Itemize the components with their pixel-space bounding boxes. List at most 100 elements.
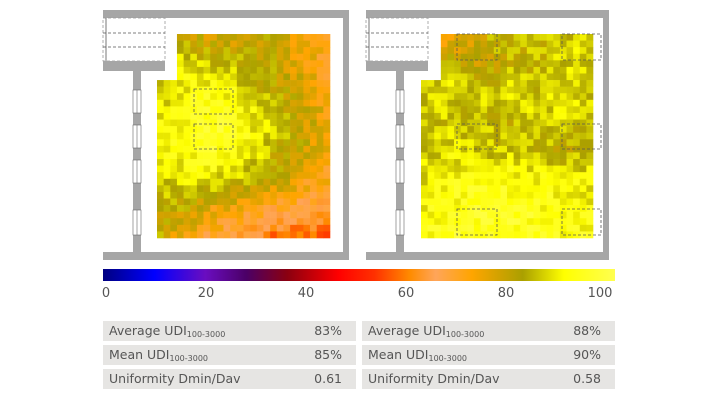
heatmap-cell: [323, 205, 331, 212]
heatmap-cell: [473, 66, 481, 74]
heatmap-cell: [250, 211, 258, 219]
heatmap-cell: [283, 119, 291, 127]
heatmap-cell: [163, 185, 171, 193]
heatmap-cell: [440, 80, 448, 87]
heatmap-cell: [250, 112, 258, 120]
heatmap-cell: [230, 119, 238, 127]
heatmap-cell: [513, 60, 521, 68]
heatmap-cell: [540, 53, 547, 61]
heatmap-cell: [190, 139, 198, 147]
heatmap-cell: [250, 66, 258, 74]
heatmap-cell: [310, 40, 317, 48]
heatmap-cell: [480, 139, 488, 147]
heatmap-cell: [323, 106, 331, 114]
heatmap-cell: [566, 165, 574, 173]
heatmap-cell: [440, 211, 448, 219]
heatmap-cell: [493, 185, 501, 193]
heatmap-cell: [250, 40, 258, 48]
heatmap-cell: [236, 185, 244, 193]
heatmap-cell: [310, 53, 317, 61]
heatmap-cell: [163, 211, 171, 219]
heatmap-cell: [196, 99, 204, 107]
heatmap-cell: [480, 99, 488, 107]
heatmap-cell: [513, 224, 521, 232]
heatmap-cell: [230, 106, 238, 114]
heatmap-cell: [447, 112, 455, 120]
heatmap-cell: [303, 126, 311, 134]
heatmap-cell: [533, 119, 541, 127]
heatmap-cell: [546, 231, 554, 239]
heatmap-cell: [236, 119, 244, 127]
heatmap-cell: [183, 99, 191, 107]
heatmap-cell: [421, 165, 428, 173]
heatmap-cell: [540, 145, 547, 153]
heatmap-cell: [573, 47, 581, 55]
heatmap-cell: [210, 139, 218, 147]
heatmap-cell: [493, 159, 501, 166]
heatmap-cell: [223, 139, 231, 147]
heatmap-cell: [250, 126, 258, 134]
heatmap-cell: [579, 172, 587, 180]
heatmap-cell: [553, 93, 561, 101]
heatmap-cell: [520, 80, 528, 87]
heatmap-cell: [236, 205, 244, 212]
heatmap-cell: [487, 86, 495, 94]
heatmap-cell: [493, 198, 501, 206]
heatmap-cell: [243, 224, 251, 232]
heatmap-cell: [210, 73, 218, 81]
desk-outline: [561, 33, 602, 61]
heatmap-cell: [303, 53, 311, 61]
heatmap-cell: [566, 126, 574, 134]
heatmap-cell: [296, 165, 304, 173]
heatmap-cell: [480, 66, 488, 74]
heatmap-cell: [553, 132, 561, 140]
heatmap-cell: [579, 198, 587, 206]
heatmap-cell: [573, 231, 581, 239]
heatmap-cell: [540, 139, 547, 147]
heatmap-cell: [467, 86, 475, 94]
heatmap-cell: [520, 47, 528, 55]
heatmap-cell: [487, 139, 495, 147]
heatmap-cell: [573, 198, 581, 206]
heatmap-cell: [203, 86, 211, 94]
heatmap: [157, 34, 331, 239]
heatmap-cell: [263, 80, 271, 87]
heatmap-cell: [480, 47, 488, 55]
wall-right: [603, 10, 609, 260]
heatmap-cell: [236, 126, 244, 134]
heatmap-cell: [210, 152, 218, 160]
heatmap-cell: [480, 172, 488, 180]
heatmap-cell: [310, 93, 317, 101]
heatmap-cell: [573, 205, 581, 212]
heatmap-cell: [467, 80, 475, 87]
heatmap-cell: [579, 73, 587, 81]
heatmap-cell: [533, 211, 541, 219]
heatmap-cell: [421, 231, 428, 239]
heatmap-cell: [540, 47, 547, 55]
heatmap-cell: [170, 165, 178, 173]
heatmap-cell: [467, 191, 475, 199]
heatmap-cell: [203, 165, 211, 173]
heatmap-cell: [290, 211, 298, 219]
heatmap-cell: [303, 231, 311, 239]
heatmap-cell: [216, 231, 224, 239]
heatmap-cell: [230, 86, 238, 94]
heatmap-cell: [196, 93, 204, 101]
heatmap-cell: [427, 165, 435, 173]
heatmap-cell: [473, 119, 481, 127]
heatmap-cell: [263, 191, 271, 199]
heatmap-cell: [256, 178, 264, 186]
heatmap-cell: [559, 211, 567, 219]
heatmap-cell: [566, 218, 574, 226]
heatmap-cell: [447, 172, 455, 180]
heatmap-cell: [579, 224, 587, 232]
heatmap-cell: [440, 159, 448, 166]
heatmap-cell: [276, 73, 284, 81]
heatmap-cell: [263, 66, 271, 74]
heatmap-cell: [223, 218, 231, 226]
heatmap-cell: [216, 34, 224, 41]
heatmap-cell: [467, 178, 475, 186]
heatmap-cell: [513, 218, 521, 226]
heatmap-cell: [460, 106, 468, 114]
heatmap-cell: [263, 218, 271, 226]
